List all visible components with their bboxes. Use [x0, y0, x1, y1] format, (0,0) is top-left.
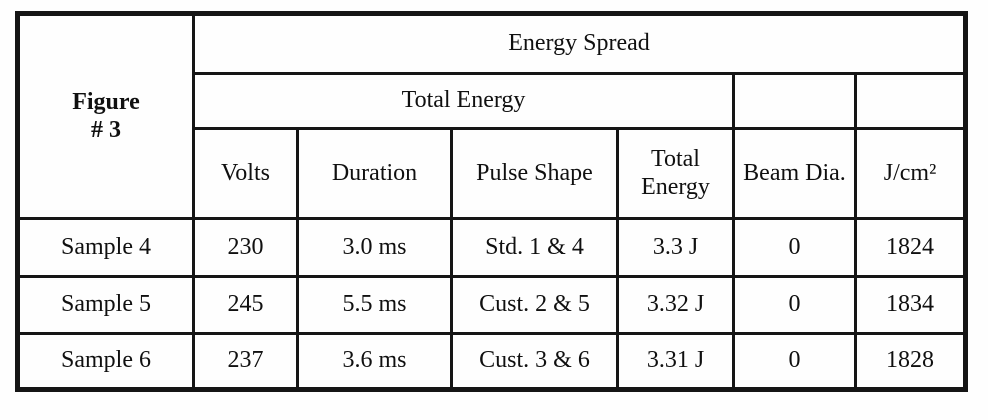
cell-pulse-shape: Cust. 2 & 5	[450, 275, 619, 335]
col-header-duration: Duration	[296, 127, 453, 220]
col-header-jcm2: J/cm²	[854, 127, 967, 220]
cell-beam-dia: 0	[732, 275, 857, 335]
cell-pulse-shape: Cust. 3 & 6	[450, 332, 619, 391]
cell-volts: 245	[192, 275, 299, 335]
figure-label-line2: # 3	[91, 116, 121, 143]
cell-jcm2: 1824	[854, 217, 967, 278]
cell-pulse-shape: Std. 1 & 4	[450, 217, 619, 278]
table-row-sample-5: Sample 5 245 5.5 ms Cust. 2 & 5 3.32 J 0…	[16, 275, 967, 335]
figure-label-line1: Figure	[72, 88, 140, 115]
cell-volts: 237	[192, 332, 299, 391]
col-header-volts: Volts	[192, 127, 299, 220]
cell-beam-dia: 0	[732, 217, 857, 278]
total-energy-band-header: Total Energy	[192, 72, 735, 130]
cell-total-energy: 3.3 J	[616, 217, 735, 278]
cell-jcm2: 1834	[854, 275, 967, 335]
cell-sample-label: Sample 4	[16, 217, 195, 278]
cell-beam-dia: 0	[732, 332, 857, 391]
cell-total-energy: 3.31 J	[616, 332, 735, 391]
cell-sample-label: Sample 5	[16, 275, 195, 335]
col-header-beam-dia: Beam Dia.	[732, 127, 857, 220]
figure-label-cell: Figure # 3	[16, 12, 195, 220]
cell-duration: 3.6 ms	[296, 332, 453, 391]
column-header-row: Volts Duration Pulse Shape Total Energy …	[18, 127, 967, 220]
cell-duration: 3.0 ms	[296, 217, 453, 278]
cell-volts: 230	[192, 217, 299, 278]
beam-dia-band-spacer-cell	[732, 72, 857, 130]
cell-sample-label: Sample 6	[16, 332, 195, 391]
cell-total-energy: 3.32 J	[616, 275, 735, 335]
table-row-sample-4: Sample 4 230 3.0 ms Std. 1 & 4 3.3 J 0 1…	[16, 217, 967, 278]
header-row-energy-spread: Figure # 3 Energy Spread	[16, 12, 967, 220]
jcm2-band-spacer-cell	[854, 72, 967, 130]
col-header-pulse-shape: Pulse Shape	[450, 127, 619, 220]
col-header-total-energy: Total Energy	[616, 127, 735, 220]
energy-spread-table: Figure # 3 Energy Spread Total Energy Vo…	[15, 11, 968, 392]
table-row-sample-6: Sample 6 237 3.6 ms Cust. 3 & 6 3.31 J 0…	[16, 332, 967, 391]
cell-jcm2: 1828	[854, 332, 967, 391]
cell-duration: 5.5 ms	[296, 275, 453, 335]
energy-spread-header: Energy Spread	[192, 12, 967, 75]
header-row-total-energy-band: Total Energy	[18, 72, 967, 130]
